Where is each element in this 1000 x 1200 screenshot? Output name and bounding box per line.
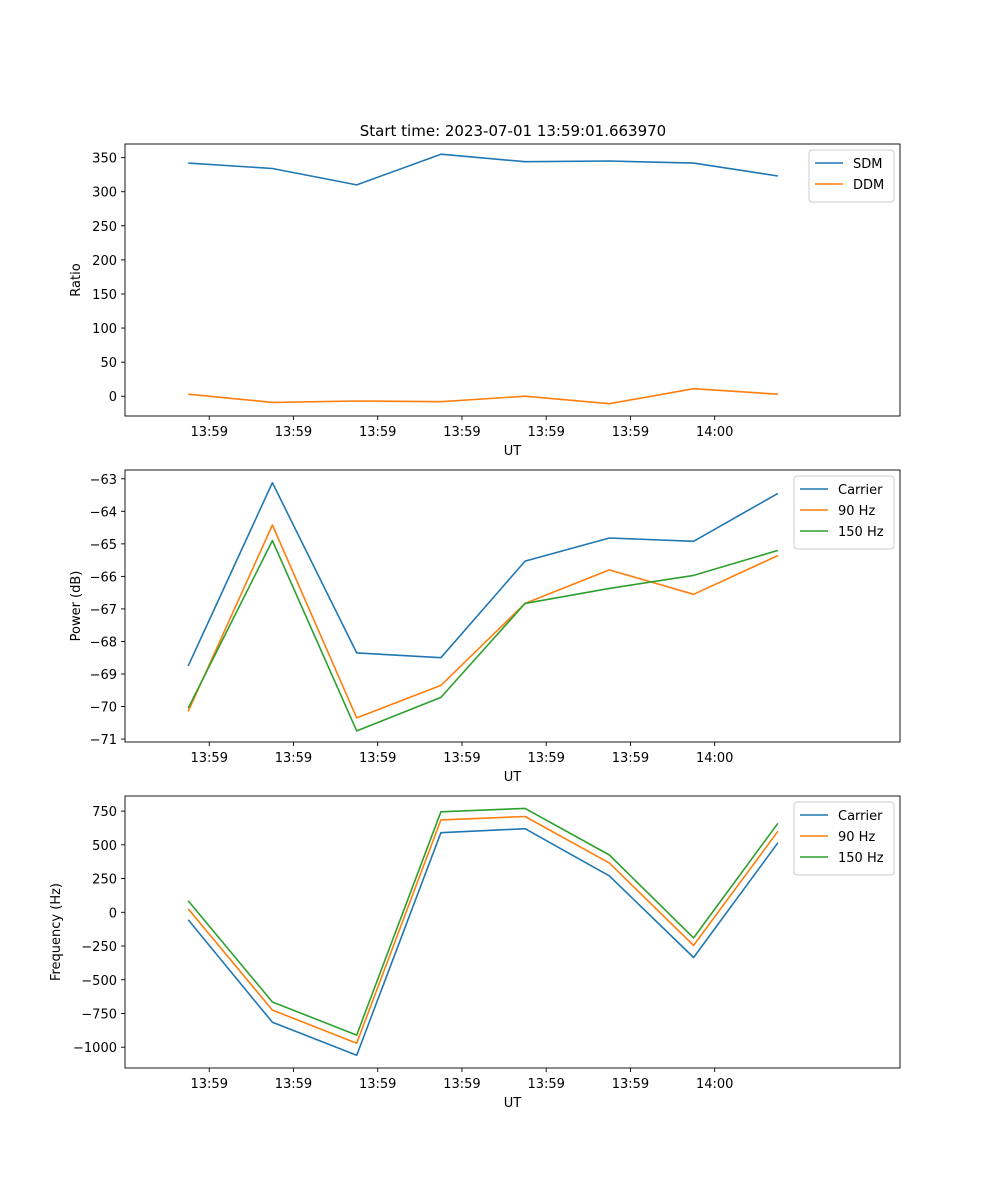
y-tick-label: 350	[92, 152, 117, 167]
legend-label-90-hz: 90 Hz	[838, 504, 875, 519]
x-tick-label: 13:59	[612, 751, 649, 766]
y-tick-label: 50	[100, 356, 117, 371]
x-axis-label: UT	[504, 770, 522, 785]
x-tick-label: 13:59	[443, 1077, 480, 1092]
y-tick-label: −500	[81, 974, 117, 989]
y-tick-label: −63	[90, 473, 117, 488]
legend: SDM DDM	[808, 149, 895, 203]
x-tick-label: 13:59	[443, 751, 480, 766]
legend-label-carrier: Carrier	[838, 809, 883, 824]
series-line-carrier	[187, 481, 779, 667]
x-tick-label: 13:59	[275, 425, 312, 440]
series-line-150-hz	[187, 807, 779, 1036]
y-axis-label: Frequency (Hz)	[49, 883, 64, 981]
series-line-90-hz	[187, 815, 779, 1044]
x-tick-label: 14:00	[696, 1077, 733, 1092]
y-tick-label: 0	[109, 390, 117, 405]
y-tick-label: −70	[90, 701, 117, 716]
y-tick-label: 250	[92, 873, 117, 888]
y-axis-label: Ratio	[69, 263, 84, 296]
y-tick-label: −1000	[73, 1041, 117, 1056]
legend-label-sdm: SDM	[853, 157, 882, 172]
axes-frame	[124, 143, 901, 417]
y-tick-label: −64	[90, 505, 117, 520]
x-tick-label: 13:59	[359, 751, 396, 766]
x-tick-label: 13:59	[527, 751, 564, 766]
x-tick-label: 13:59	[612, 1077, 649, 1092]
legend-label-150-hz: 150 Hz	[838, 851, 884, 866]
x-tick-label: 14:00	[696, 751, 733, 766]
x-tick-label: 13:59	[191, 751, 228, 766]
y-tick-label: 250	[92, 220, 117, 235]
series-line-sdm	[188, 153, 779, 186]
chart-panel-1: 0 50 100 150 200 250 300 350 13:59 13:59 13:59 13:5…	[69, 143, 901, 459]
y-tick-label: −68	[90, 635, 117, 650]
y-tick-label: 0	[109, 906, 117, 921]
legend: Carrier 90 Hz 150 Hz	[793, 801, 895, 876]
legend-label-ddm: DDM	[853, 178, 884, 193]
y-tick-label: −750	[81, 1007, 117, 1022]
axes-frame	[124, 469, 901, 743]
y-tick-label: −69	[90, 668, 117, 683]
x-tick-label: 13:59	[527, 1077, 564, 1092]
x-tick-label: 13:59	[527, 425, 564, 440]
y-tick-label: −71	[90, 733, 117, 748]
x-axis-label: UT	[504, 444, 522, 459]
series-line-ddm	[188, 387, 778, 405]
panels: 0 50 100 150 200 250 300 350 13:59 13:59 13:59 13:5…	[49, 143, 901, 1111]
x-axis-label: UT	[504, 1096, 522, 1111]
y-tick-label: 100	[92, 322, 117, 337]
legend-label-carrier: Carrier	[838, 483, 883, 498]
y-tick-label: −65	[90, 538, 117, 553]
series-line-90-hz	[187, 524, 779, 719]
x-tick-label: 13:59	[359, 425, 396, 440]
y-tick-label: 750	[92, 805, 117, 820]
figure-title: Start time: 2023-07-01 13:59:01.663970	[360, 122, 666, 140]
x-tick-label: 13:59	[191, 1077, 228, 1092]
x-tick-label: 13:59	[443, 425, 480, 440]
y-tick-label: −67	[90, 603, 117, 618]
axes-frame	[124, 795, 901, 1069]
legend-label-150-hz: 150 Hz	[838, 525, 884, 540]
y-tick-label: 150	[92, 288, 117, 303]
chart-panel-3: −1000 −750 −500 −250 0 250 500 750 13:59 13:59 13:…	[49, 795, 901, 1111]
y-tick-label: 200	[92, 254, 117, 269]
y-axis-label: Power (dB)	[69, 571, 84, 642]
x-tick-label: 13:59	[275, 751, 312, 766]
x-tick-label: 14:00	[696, 425, 733, 440]
legend-label-90-hz: 90 Hz	[838, 830, 875, 845]
y-tick-label: −66	[90, 570, 117, 585]
y-tick-label: 500	[92, 839, 117, 854]
x-tick-label: 13:59	[359, 1077, 396, 1092]
series-line-150-hz	[187, 539, 779, 732]
y-tick-label: 300	[92, 186, 117, 201]
chart-panel-2: −71 −70 −69 −68 −67 −66 −65 −64 −63 13:59 13:59 13:…	[69, 469, 901, 785]
x-tick-label: 13:59	[275, 1077, 312, 1092]
series-line-carrier	[187, 827, 779, 1057]
legend: Carrier 90 Hz 150 Hz	[793, 475, 895, 550]
x-tick-label: 13:59	[612, 425, 649, 440]
y-tick-label: −250	[81, 940, 117, 955]
x-tick-label: 13:59	[191, 425, 228, 440]
